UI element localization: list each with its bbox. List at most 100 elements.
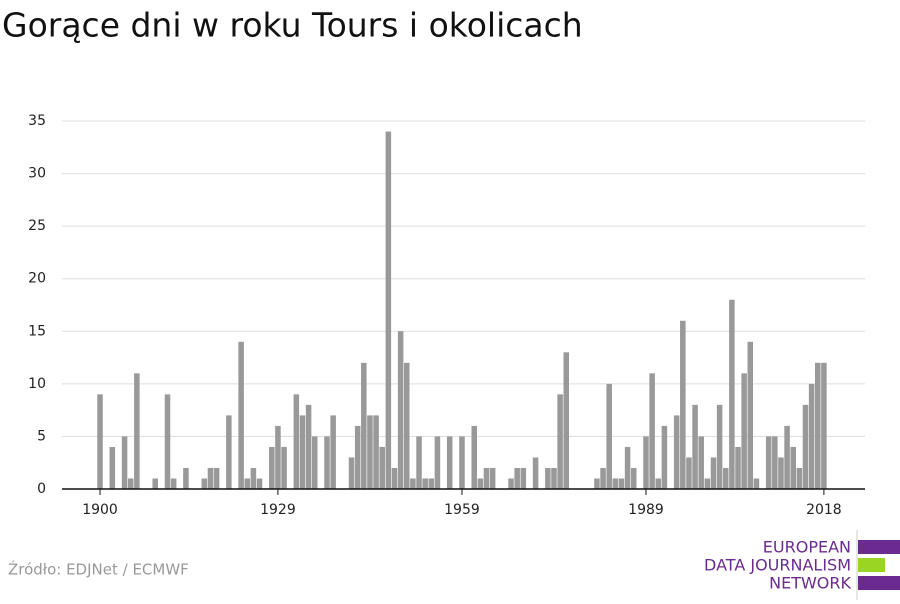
bar [238,341,244,489]
y-tick-label: 30 [28,166,46,182]
bar [428,478,435,489]
bar [735,446,741,489]
bar [127,478,134,489]
bar [152,478,159,489]
bar [692,404,698,489]
bar [403,362,410,489]
bar [508,478,514,489]
bar [815,362,821,489]
bar [618,478,625,489]
bar [471,425,477,489]
bar [299,415,306,489]
bar [661,425,668,489]
bar [520,467,527,489]
bar [790,446,796,489]
bar [244,478,251,489]
y-tick-label: 0 [37,481,46,497]
bar [97,394,103,489]
bar [256,478,263,489]
bar [477,478,484,489]
bar [821,362,827,489]
chart-title: Gorące dni w roku Tours i okolicach [2,6,583,45]
x-tick-label: 1929 [260,502,296,518]
bar [698,436,704,489]
bar [514,467,520,489]
bar [729,299,735,489]
logo-bar [858,576,900,590]
bar [207,467,214,489]
bar [201,478,208,489]
bar [624,446,631,489]
bar [532,457,539,489]
bar [594,478,600,489]
bar [459,436,465,489]
bar [367,415,373,489]
bar [250,467,257,489]
bar [170,478,177,489]
bar [410,478,416,489]
x-tick-label: 1959 [444,502,480,518]
bar [109,446,116,489]
bar [269,446,275,489]
logo-bar [858,540,900,554]
bar [673,415,680,489]
bar [643,436,649,489]
bar [379,446,385,489]
bar [397,331,404,489]
bar [121,436,128,489]
bar [324,436,330,489]
bar [354,425,361,489]
bar [772,436,778,489]
bar [680,320,686,489]
bar [275,425,281,489]
bar [722,467,729,489]
y-tick-label: 35 [28,113,46,129]
logo-text: EUROPEAN [763,538,851,557]
x-tick-label: 1900 [82,502,118,518]
bar [716,404,723,489]
bar [545,467,551,489]
logo-text: NETWORK [769,574,851,593]
bar [305,404,312,489]
bar [606,383,612,489]
bar [600,467,606,489]
bar [796,467,803,489]
bar [704,478,711,489]
y-tick-label: 5 [37,428,46,444]
y-tick-label: 20 [28,271,46,287]
bar [655,478,662,489]
bar [489,467,496,489]
bar [686,457,692,489]
bar [765,436,772,489]
x-tick-label: 2018 [806,502,842,518]
bar [183,467,189,489]
bar [612,478,619,489]
bar [778,457,784,489]
bar [483,467,490,489]
bar [164,394,171,489]
bar [557,394,563,489]
bar [416,436,422,489]
bar [422,478,428,489]
bar [373,415,379,489]
y-tick-label: 15 [28,323,46,339]
bar [741,373,747,489]
bar [551,467,557,489]
y-tick-label: 10 [28,376,46,392]
bar [753,478,760,489]
bar [649,373,655,489]
bar [348,457,355,489]
bar [213,467,220,489]
bar [281,446,287,489]
y-tick-label: 25 [28,218,46,234]
bar [330,415,336,489]
bar [361,362,367,489]
bar [446,436,453,489]
x-tick-label: 1989 [628,502,664,518]
bar [802,404,809,489]
bar [808,383,815,489]
bar [134,373,140,489]
bar [630,467,637,489]
bar [710,457,717,489]
